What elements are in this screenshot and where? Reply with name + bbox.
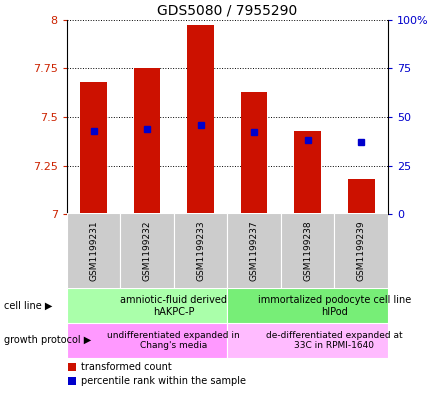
Text: GSM1199238: GSM1199238 [302, 221, 311, 281]
Text: immortalized podocyte cell line
hIPod: immortalized podocyte cell line hIPod [257, 295, 410, 316]
Bar [67, 213, 120, 289]
Text: GSM1199232: GSM1199232 [142, 221, 151, 281]
Text: GSM1199231: GSM1199231 [89, 221, 98, 281]
Text: amniotic-fluid derived
hAKPC-P: amniotic-fluid derived hAKPC-P [120, 295, 227, 316]
Bar [294, 130, 320, 214]
Text: undifferentiated expanded in
Chang's media: undifferentiated expanded in Chang's med… [107, 331, 240, 350]
Bar [67, 323, 227, 358]
Text: cell line ▶: cell line ▶ [4, 301, 52, 311]
Bar [187, 26, 213, 214]
Text: de-differentiated expanded at
33C in RPMI-1640: de-differentiated expanded at 33C in RPM… [265, 331, 402, 350]
Text: GSM1199237: GSM1199237 [249, 221, 258, 281]
Bar [67, 288, 227, 323]
Bar [240, 92, 267, 214]
Bar [227, 288, 387, 323]
Bar [227, 323, 387, 358]
Text: growth protocol ▶: growth protocol ▶ [4, 335, 91, 345]
Bar [334, 213, 387, 289]
Bar [80, 82, 107, 214]
Bar [120, 213, 173, 289]
Text: GSM1199233: GSM1199233 [196, 221, 205, 281]
Bar [280, 213, 334, 289]
Bar [347, 179, 374, 214]
Legend: transformed count, percentile rank within the sample: transformed count, percentile rank withi… [68, 362, 246, 386]
Text: GSM1199239: GSM1199239 [356, 221, 365, 281]
Bar [133, 68, 160, 214]
Bar [173, 213, 227, 289]
Bar [227, 213, 280, 289]
Title: GDS5080 / 7955290: GDS5080 / 7955290 [157, 3, 297, 17]
